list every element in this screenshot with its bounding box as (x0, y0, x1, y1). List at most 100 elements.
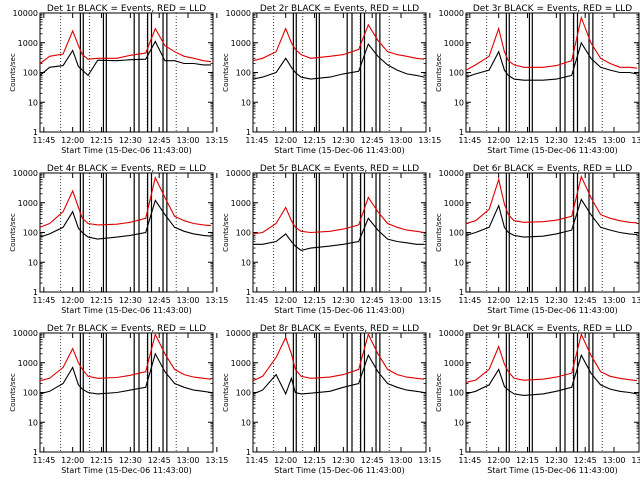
x-tick-label: 12:00 (274, 456, 297, 465)
series-events-line (465, 353, 638, 396)
y-tick-label: 1 (246, 448, 251, 457)
plot-frame (39, 332, 214, 453)
x-tick-label: 12:45 (574, 456, 597, 465)
y-axis-label: Counts/sec (435, 213, 443, 252)
x-axis-label: Start Time (15-Dec-06 11:43:00) (274, 466, 405, 475)
x-axis-label: Start Time (15-Dec-06 11:43:00) (61, 466, 192, 475)
x-tick-label: 13:00 (602, 296, 625, 305)
x-tick-label: 11:45 (458, 456, 481, 465)
x-tick-label: 12:15 (90, 136, 113, 145)
panel-det-3: Det 3r BLACK = Events, RED = LLD 1 10 100 10… (435, 4, 640, 155)
y-tick-label: 10000 (226, 169, 251, 178)
x-tick-label: 12:15 (516, 136, 539, 145)
y-tick-label: 100 (236, 389, 251, 398)
y-axis-label: Counts/sec (9, 213, 17, 252)
y-tick-label: 10 (241, 258, 251, 267)
panel-title: Det 5r BLACK = Events, RED = LLD (260, 164, 419, 174)
x-tick-label: 12:45 (574, 136, 597, 145)
x-tick-label: 12:00 (61, 456, 84, 465)
x-tick-label: 13:00 (389, 456, 412, 465)
y-tick-label: 100 (236, 69, 251, 78)
x-tick-label: 12:00 (487, 456, 510, 465)
panel-det-2: Det 2r BLACK = Events, RED = LLD 1 10 100 10… (222, 4, 441, 155)
y-tick-label: 10 (241, 418, 251, 427)
series-lld-line (252, 196, 425, 235)
x-axis-label: Start Time (15-Dec-06 11:43:00) (274, 146, 405, 155)
x-tick-label: 11:45 (458, 296, 481, 305)
panel-det-6: Det 6r BLACK = Events, RED = LLD 1 10 100 10… (435, 164, 640, 315)
panel-title: Det 3r BLACK = Events, RED = LLD (473, 4, 632, 14)
x-tick-label: 12:00 (274, 296, 297, 305)
y-axis-label: Counts/sec (435, 53, 443, 92)
y-tick-label: 10 (28, 418, 38, 427)
series-lld-line (465, 332, 638, 383)
x-tick-label: 13:15 (205, 456, 228, 465)
x-tick-label: 12:15 (303, 456, 326, 465)
panel-title: Det 8r BLACK = Events, RED = LLD (260, 324, 419, 334)
x-tick-label: 13:00 (602, 456, 625, 465)
x-tick-label: 13:15 (631, 296, 640, 305)
series-events-line (253, 217, 425, 251)
x-tick-label: 12:15 (516, 296, 539, 305)
y-tick-label: 100 (23, 229, 38, 238)
panel-title: Det 1r BLACK = Events, RED = LLD (47, 4, 206, 14)
series-lld-line (465, 175, 638, 225)
x-tick-label: 13:15 (631, 136, 640, 145)
x-tick-label: 13:00 (602, 136, 625, 145)
series-events-line (39, 40, 212, 77)
panel-det-5: Det 5r BLACK = Events, RED = LLD 1 10 100 10… (222, 164, 441, 315)
y-tick-label: 1000 (231, 359, 251, 368)
y-tick-label: 100 (449, 69, 464, 78)
y-tick-label: 100 (449, 229, 464, 238)
x-tick-label: 12:45 (361, 456, 384, 465)
y-tick-label: 1 (459, 288, 464, 297)
x-tick-label: 13:00 (389, 296, 412, 305)
y-tick-label: 10 (454, 98, 464, 107)
panel-title: Det 7r BLACK = Events, RED = LLD (47, 324, 206, 334)
x-tick-label: 12:30 (545, 136, 568, 145)
x-tick-label: 12:30 (545, 456, 568, 465)
plot-frame (252, 12, 427, 133)
series-events-line (39, 352, 212, 395)
series-events-line (252, 42, 425, 80)
panel-title: Det 4r BLACK = Events, RED = LLD (47, 164, 206, 174)
y-axis-label: Counts/sec (222, 373, 230, 412)
x-tick-label: 12:45 (148, 456, 171, 465)
series-lld-line (39, 175, 212, 228)
x-tick-label: 12:00 (61, 296, 84, 305)
y-tick-label: 1000 (18, 199, 38, 208)
panel-det-4: Det 4r BLACK = Events, RED = LLD 1 10 100 10… (9, 164, 228, 315)
panel-title: Det 9r BLACK = Events, RED = LLD (473, 324, 632, 334)
plot-frame (252, 172, 427, 293)
y-tick-label: 1000 (18, 359, 38, 368)
y-tick-label: 10000 (439, 329, 464, 338)
x-tick-label: 12:30 (119, 296, 142, 305)
y-tick-label: 1000 (444, 199, 464, 208)
y-tick-label: 1000 (18, 39, 38, 48)
x-tick-label: 12:15 (303, 136, 326, 145)
y-tick-label: 1 (33, 128, 38, 137)
series-events-line (252, 353, 425, 396)
series-events-line (465, 41, 638, 81)
y-axis-label: Counts/sec (222, 213, 230, 252)
x-tick-label: 13:15 (418, 136, 441, 145)
y-tick-label: 100 (23, 389, 38, 398)
y-tick-label: 10 (454, 418, 464, 427)
x-tick-label: 12:45 (148, 296, 171, 305)
x-tick-label: 11:45 (245, 296, 268, 305)
x-tick-label: 12:30 (332, 136, 355, 145)
panel-det-8: Det 8r BLACK = Events, RED = LLD 1 10 100 10… (222, 324, 441, 475)
x-tick-label: 13:15 (205, 296, 228, 305)
x-tick-label: 13:15 (205, 136, 228, 145)
y-tick-label: 10000 (226, 9, 251, 18)
panel-title: Det 2r BLACK = Events, RED = LLD (260, 4, 419, 14)
x-axis-label: Start Time (15-Dec-06 11:43:00) (487, 466, 618, 475)
plot-frame (465, 172, 640, 293)
y-tick-label: 100 (236, 229, 251, 238)
x-axis-label: Start Time (15-Dec-06 11:43:00) (487, 306, 618, 315)
series-lld-line (39, 27, 212, 64)
x-tick-label: 12:45 (361, 136, 384, 145)
x-axis-label: Start Time (15-Dec-06 11:43:00) (487, 146, 618, 155)
y-axis-label: Counts/sec (9, 53, 17, 92)
plot-frame (39, 12, 214, 133)
